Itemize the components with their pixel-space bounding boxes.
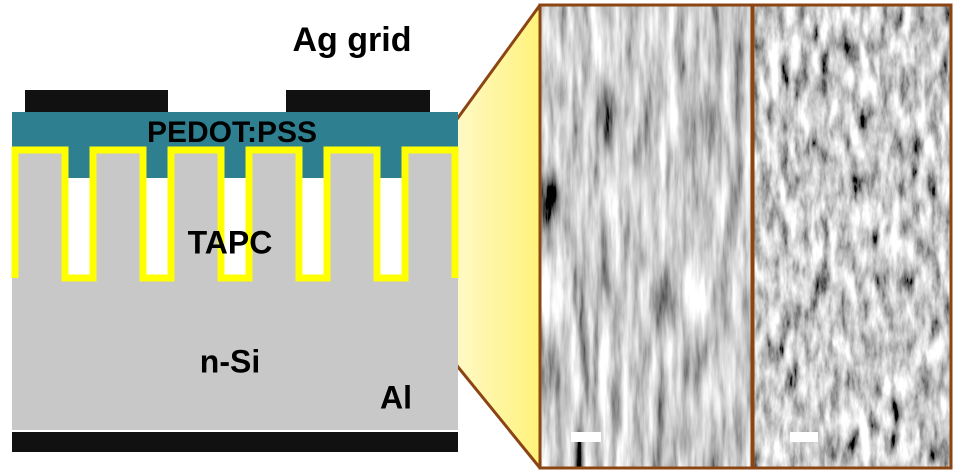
- sem-image: [541, 6, 751, 467]
- scale-bar: [571, 432, 601, 442]
- label-nsi: n-Si: [200, 343, 260, 379]
- label-ag-grid: Ag grid: [293, 21, 412, 59]
- ag-grid-finger: [25, 90, 168, 112]
- label-al: Al: [380, 379, 412, 415]
- label-pedot: PEDOT:PSS: [147, 116, 317, 149]
- al-contact: [12, 432, 458, 452]
- ag-grid-finger: [286, 90, 430, 112]
- sem-image: [754, 6, 950, 467]
- label-tapc: TAPC: [188, 224, 273, 260]
- scale-bar: [790, 432, 818, 442]
- diagram: Ag grid PEDOT:PSS TAPC n-Si Al: [0, 0, 954, 473]
